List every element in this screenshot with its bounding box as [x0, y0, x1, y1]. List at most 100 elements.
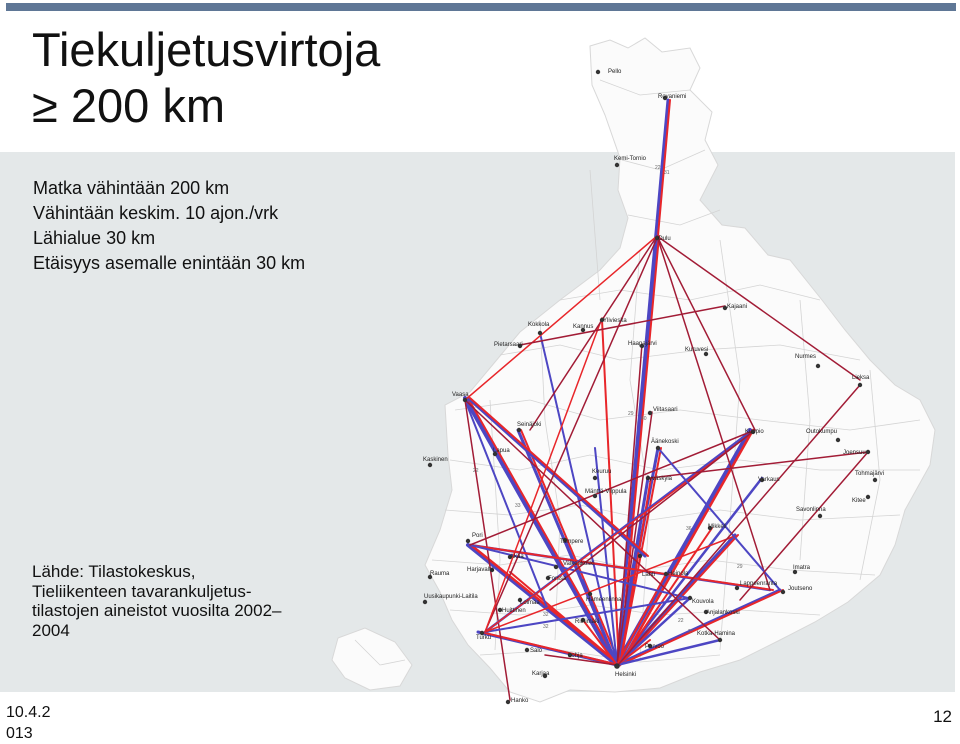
- place-label: Akaa: [510, 554, 524, 560]
- place-label: Pello: [608, 69, 622, 75]
- place-label: Lapua: [493, 448, 510, 454]
- place-label: Seinäjoki: [517, 422, 541, 428]
- place-label: Mänttä-Vilppula: [585, 489, 627, 495]
- source-line: 2004: [32, 620, 70, 640]
- place-label: Kuruvesi: [685, 347, 708, 353]
- svg-text:40: 40: [641, 416, 647, 422]
- flow-lines: [463, 98, 869, 701]
- place-label: Salo: [530, 648, 543, 654]
- flow-line: [616, 343, 643, 666]
- flow-line: [615, 596, 692, 667]
- flow-line: [601, 319, 620, 666]
- place-label: Varkaus: [758, 477, 780, 483]
- flow-line: [582, 619, 618, 666]
- flow-line: [616, 411, 653, 666]
- place-label: Heinola: [668, 571, 689, 577]
- place-label: Forssa: [548, 576, 567, 582]
- place-labels: Pello Rovaniemi Kemi-Tornio Oulu Kajaani…: [423, 69, 884, 704]
- place-label: Huittinen: [502, 608, 526, 614]
- place-label: Savonlinna: [796, 507, 826, 513]
- source-line: tilastojen aineistot vuosilta 2002–: [32, 601, 282, 620]
- place-label: Tampere: [560, 539, 584, 545]
- place-label: Kouvola: [692, 599, 714, 605]
- place-label: Mikkeli: [708, 524, 726, 530]
- place-label: Haapajärvi: [628, 341, 657, 347]
- svg-text:27: 27: [688, 629, 694, 635]
- flow-line: [469, 429, 756, 546]
- place-label: Imatra: [793, 565, 811, 571]
- place-label: Kannus: [573, 324, 593, 330]
- page-number: 12: [933, 707, 952, 726]
- date-line: 013: [6, 725, 33, 742]
- place-label: Loimaa: [520, 600, 540, 606]
- flow-line: [615, 476, 650, 667]
- flow-line: [594, 447, 618, 666]
- place-label: Keuruu: [592, 469, 611, 475]
- place-label: Turku: [476, 635, 491, 641]
- slide-title: Tiekuljetusvirtoja ≥ 200 km: [32, 22, 380, 134]
- place-label: Ylivieska: [603, 318, 627, 324]
- flow-line: [484, 317, 603, 633]
- flow-line: [484, 431, 754, 633]
- flow-line: [467, 397, 620, 666]
- flow-line: [616, 573, 667, 666]
- source-line: Tieliikenteen tavarankuljetus-: [32, 581, 252, 601]
- place-label: Porvoo: [645, 644, 665, 650]
- flow-line: [464, 399, 721, 641]
- place-label: Harjavalta: [467, 567, 495, 573]
- place-label: Hämeenlinna: [586, 597, 622, 603]
- place-label: Nurmes: [795, 354, 816, 360]
- place-label: Anjalankoski: [706, 610, 740, 616]
- place-label: Rovaniemi: [658, 94, 686, 100]
- place-label: Kotka-Hamina: [697, 631, 736, 637]
- place-label: Lieksa: [852, 375, 870, 381]
- flow-line: [544, 654, 618, 666]
- flow-line: [614, 588, 782, 667]
- place-label: Kajaani: [727, 304, 747, 310]
- top-rule: [6, 3, 956, 11]
- slide-date: 10.4.2 013: [6, 702, 50, 744]
- place-label: Tohmajärvi: [855, 471, 884, 477]
- criteria-item: Lähialue 30 km: [33, 228, 156, 248]
- flow-line: [463, 396, 618, 667]
- svg-text:32: 32: [543, 624, 549, 630]
- flow-line: [464, 399, 549, 611]
- place-label: Hanko: [511, 698, 529, 704]
- source-line: Lähde: Tilastokeskus,: [32, 562, 196, 581]
- title-line-2: ≥ 200 km: [32, 79, 225, 132]
- flow-line: [484, 597, 691, 633]
- place-label: Pori: [472, 533, 483, 539]
- place-label: Kemi-Tornio: [614, 156, 647, 162]
- flow-line: [618, 589, 784, 666]
- place-label: Rauma: [430, 571, 450, 577]
- flow-line: [649, 451, 869, 479]
- svg-text:32: 32: [543, 612, 549, 618]
- place-label: Joensuu: [843, 450, 866, 456]
- title-line-1: Tiekuljetusvirtoja: [32, 23, 381, 76]
- place-label: Lohja: [568, 653, 583, 659]
- flow-line: [484, 535, 736, 633]
- flow-line: [464, 235, 658, 401]
- svg-text:33: 33: [515, 503, 521, 509]
- land-aland: [331, 627, 413, 691]
- place-label: Äänekoski: [651, 438, 679, 445]
- place-label: Valkeakoski: [563, 561, 595, 567]
- criteria-list: Matka vähintään 200 km Vähintään keskim.…: [33, 176, 305, 276]
- svg-text:29: 29: [737, 564, 743, 570]
- svg-text:29: 29: [628, 411, 634, 417]
- place-label: Riihimäki: [575, 619, 599, 625]
- flow-line: [466, 543, 619, 667]
- flow-line: [469, 397, 649, 557]
- flow-line: [539, 332, 618, 666]
- place-label: Oulu: [658, 236, 671, 242]
- place-label: Kuopio: [745, 429, 764, 435]
- place-label: Viitasaari: [653, 407, 678, 413]
- land-polygons: [331, 37, 936, 703]
- date-line: 10.4.2: [6, 704, 51, 721]
- flow-line: [469, 544, 689, 599]
- criteria-item: Etäisyys asemalle enintään 30 km: [33, 253, 306, 273]
- place-label: Kaskinen: [423, 457, 448, 463]
- svg-text:22: 22: [678, 618, 684, 624]
- flow-line: [549, 429, 756, 591]
